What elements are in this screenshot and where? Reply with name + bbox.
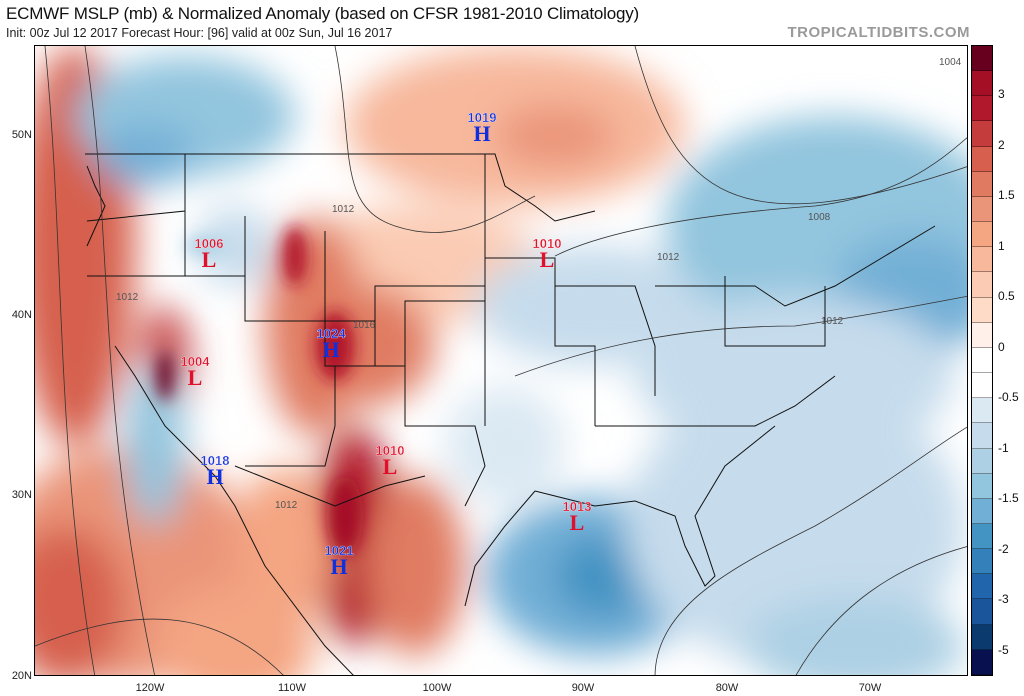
low-pressure-center: 1013 L bbox=[562, 499, 592, 535]
anomaly-map: 1004 1012 1012 1016 1008 1012 1012 1012 … bbox=[34, 45, 968, 676]
colorbar-bin bbox=[972, 649, 992, 675]
colorbar-bin bbox=[972, 599, 992, 625]
contour-label: 1008 bbox=[808, 212, 831, 223]
colorbar-tick-label: 0 bbox=[998, 339, 1005, 354]
colorbar-tick-label: 3 bbox=[998, 87, 1005, 102]
contour-label: 1016 bbox=[353, 320, 376, 331]
high-pressure-center: 1019 H bbox=[467, 110, 497, 146]
colorbar-bin bbox=[972, 96, 992, 122]
colorbar-bin bbox=[972, 373, 992, 399]
lon-label: 100W bbox=[422, 682, 452, 694]
low-pressure-center: 1010 L bbox=[532, 236, 562, 272]
colorbar-bin bbox=[972, 272, 992, 298]
colorbar-tick-label: 1 bbox=[998, 238, 1005, 253]
anomaly-field bbox=[35, 46, 967, 675]
colorbar-bin bbox=[972, 398, 992, 424]
high-pressure-center: 1018 H bbox=[200, 453, 230, 489]
colorbar-bin bbox=[972, 423, 992, 449]
colorbar-bin bbox=[972, 297, 992, 323]
colorbar-bin bbox=[972, 196, 992, 223]
colorbar-bin bbox=[972, 71, 992, 97]
colorbar-tick-label: -2 bbox=[998, 541, 1009, 556]
colorbar-tick-label: 1.5 bbox=[998, 188, 1015, 203]
colorbar-tick-label: -5 bbox=[998, 642, 1009, 657]
colorbar-bin bbox=[972, 146, 992, 172]
colorbar-bin bbox=[972, 498, 992, 524]
colorbar-bin bbox=[972, 121, 992, 147]
lat-label: 50N bbox=[11, 129, 32, 141]
colorbar-tick-label: -3 bbox=[998, 592, 1009, 607]
lat-label: 40N bbox=[11, 309, 32, 321]
colorbar-bin bbox=[972, 347, 992, 374]
colorbar-bin bbox=[972, 523, 992, 550]
colorbar-bin bbox=[972, 46, 992, 72]
colorbar-bin bbox=[972, 222, 992, 248]
colorbar-bin bbox=[972, 624, 992, 650]
contour-label: 1012 bbox=[332, 204, 355, 215]
colorbar-bin bbox=[972, 448, 992, 474]
low-pressure-center: 1006 L bbox=[194, 236, 224, 272]
contour-label: 1012 bbox=[275, 500, 298, 511]
lat-label: 30N bbox=[11, 489, 32, 501]
colorbar-bin bbox=[972, 171, 992, 197]
lon-label: 90W bbox=[571, 682, 595, 694]
colorbar-bin bbox=[972, 247, 992, 273]
colorbar-bin bbox=[972, 574, 992, 600]
colorbar-tick-label: -1.5 bbox=[998, 491, 1019, 506]
colorbar-bin bbox=[972, 549, 992, 575]
colorbar bbox=[971, 45, 993, 676]
colorbar-tick-label: -1 bbox=[998, 440, 1009, 455]
lon-label: 80W bbox=[715, 682, 739, 694]
colorbar-tick-label: -0.5 bbox=[998, 390, 1019, 405]
colorbar-bin bbox=[972, 473, 992, 499]
colorbar-tick-label: 2 bbox=[998, 137, 1005, 152]
map-title: ECMWF MSLP (mb) & Normalized Anomaly (ba… bbox=[6, 4, 640, 23]
contour-label: 1004 bbox=[939, 57, 962, 68]
map-subtitle: Init: 00z Jul 12 2017 Forecast Hour: [96… bbox=[6, 26, 393, 40]
lon-label: 110W bbox=[278, 682, 306, 694]
contour-label: 1012 bbox=[821, 316, 844, 327]
brand-watermark: TROPICALTIDBITS.COM bbox=[787, 24, 970, 41]
contour-label: 1012 bbox=[657, 252, 680, 263]
lon-label: 120W bbox=[135, 682, 165, 694]
high-pressure-center: 1021 H bbox=[324, 543, 354, 579]
colorbar-bin bbox=[972, 322, 992, 348]
lon-label: 70W bbox=[858, 682, 882, 694]
low-pressure-center: 1004 L bbox=[180, 354, 210, 390]
colorbar-tick-label: 0.5 bbox=[998, 289, 1015, 304]
low-pressure-center: 1010 L bbox=[375, 443, 405, 479]
high-pressure-center: 1024 H bbox=[316, 326, 346, 362]
lat-label: 20N bbox=[11, 670, 32, 682]
contour-label: 1012 bbox=[116, 292, 139, 303]
